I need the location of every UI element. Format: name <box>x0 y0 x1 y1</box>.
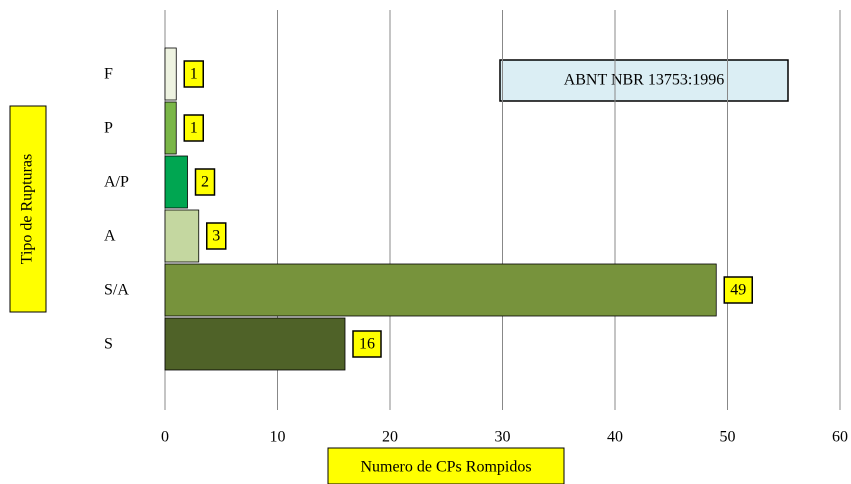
bar <box>164 47 177 101</box>
data-label-box <box>352 330 382 358</box>
data-label: 49 <box>730 282 746 299</box>
data-label-box <box>723 276 753 304</box>
bar <box>164 209 200 263</box>
x-tick-label: 0 <box>161 429 169 446</box>
data-label: 1 <box>190 66 198 83</box>
bar <box>164 155 188 209</box>
y-axis-label: Tipo de Rupturas <box>19 154 36 265</box>
x-axis-label: Numero de CPs Rompidos <box>360 459 531 476</box>
y-tick-label: A/P <box>104 174 129 191</box>
data-label-box <box>206 222 227 250</box>
data-label: 16 <box>359 336 375 353</box>
annotation: ABNT NBR 13753:1996 <box>564 72 725 89</box>
data-label-box <box>183 60 204 88</box>
data-label-box <box>194 168 216 196</box>
y-tick-label: S <box>104 336 113 353</box>
data-label: 2 <box>201 174 209 191</box>
data-label-box <box>183 114 204 142</box>
data-label: 1 <box>190 120 198 137</box>
x-tick-label: 20 <box>382 429 398 446</box>
y-label-box <box>9 105 47 313</box>
x-tick-label: 30 <box>495 429 511 446</box>
data-label: 3 <box>212 228 220 245</box>
y-tick-label: P <box>104 120 113 137</box>
bar <box>164 263 717 317</box>
x-tick-label: 40 <box>607 429 623 446</box>
bar <box>164 317 346 371</box>
bar <box>164 101 177 155</box>
y-tick-label: F <box>104 66 113 83</box>
x-tick-label: 10 <box>270 429 286 446</box>
x-tick-label: 50 <box>720 429 736 446</box>
y-tick-label: S/A <box>104 282 129 299</box>
x-label-box <box>327 447 565 484</box>
x-tick-label: 60 <box>832 429 848 446</box>
y-tick-label: A <box>104 228 116 245</box>
annotation-box <box>499 59 789 102</box>
